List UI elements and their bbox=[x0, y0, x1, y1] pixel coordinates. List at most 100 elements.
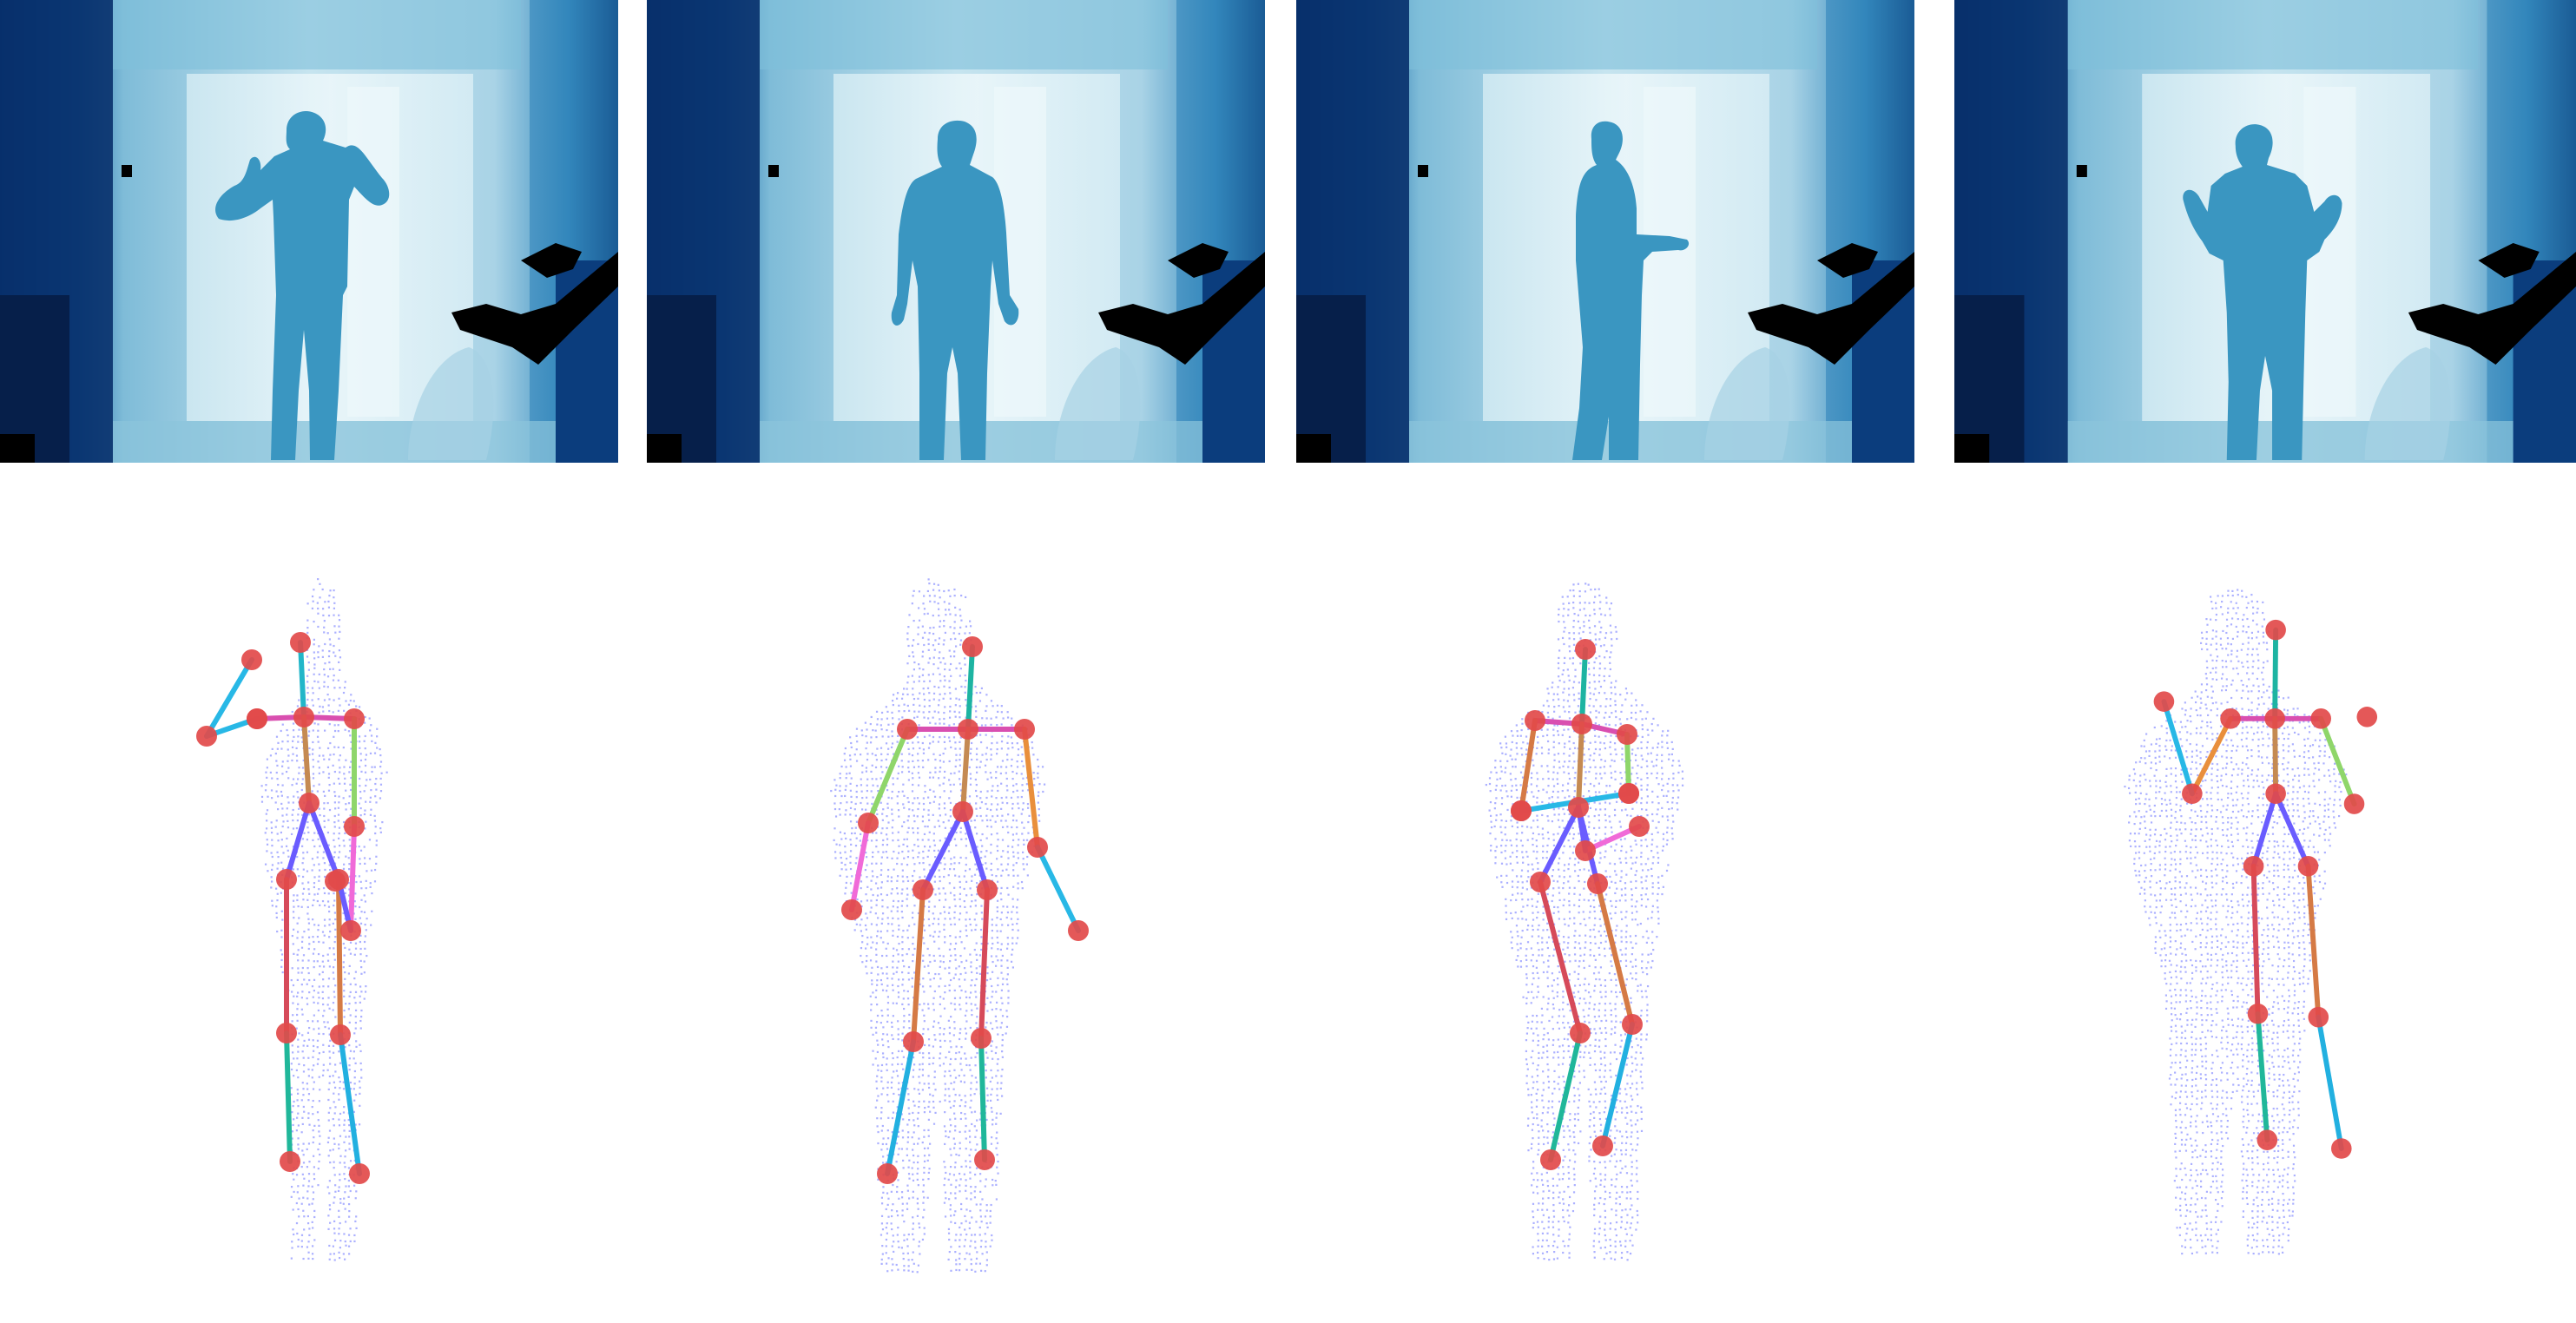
skeleton-joint bbox=[1629, 816, 1650, 837]
skeleton-joint bbox=[1068, 920, 1089, 941]
point-cloud-skeleton bbox=[1485, 583, 1684, 1261]
skeleton-bones bbox=[2161, 627, 2357, 1151]
skeleton-joints bbox=[841, 636, 1089, 1184]
depth-frame-4 bbox=[1954, 0, 2576, 463]
skeleton-bone bbox=[960, 727, 971, 814]
skeleton-bone bbox=[1579, 647, 1588, 727]
skeleton-joint bbox=[2243, 855, 2264, 877]
skeleton-bone bbox=[1022, 727, 1040, 850]
skeleton-joint bbox=[1618, 783, 1639, 804]
skeleton-joint bbox=[1571, 714, 1592, 734]
skeleton-joint bbox=[2256, 1129, 2278, 1150]
skeleton-joint bbox=[299, 793, 320, 813]
skeleton-joint bbox=[1575, 840, 1596, 861]
depth-image bbox=[647, 0, 1265, 463]
depth-image bbox=[0, 0, 618, 463]
skeleton-bone bbox=[960, 809, 990, 892]
skeleton-joint bbox=[2343, 793, 2365, 814]
skeleton-joint bbox=[952, 801, 973, 822]
skeleton-joint bbox=[958, 719, 978, 740]
skeleton-bone bbox=[911, 887, 926, 1044]
skeleton-joint bbox=[349, 1163, 370, 1184]
skeleton-bone bbox=[978, 1036, 987, 1162]
skeleton-joint bbox=[1027, 837, 1048, 858]
skeleton-bone bbox=[849, 820, 871, 912]
skeleton-bone bbox=[1576, 721, 1584, 810]
skeleton-bones bbox=[204, 640, 362, 1176]
skeleton-bone bbox=[2161, 699, 2195, 797]
skeleton-joint bbox=[330, 1024, 351, 1045]
skeleton-joint bbox=[2356, 707, 2378, 727]
depth-frame-2 bbox=[647, 0, 1265, 463]
skeleton-joint bbox=[1530, 872, 1551, 892]
skeleton-joint bbox=[247, 708, 267, 729]
skeleton-joint bbox=[2153, 691, 2175, 712]
skeleton-bone bbox=[1519, 718, 1538, 813]
skeleton-bone bbox=[2318, 715, 2357, 807]
skeleton-joint bbox=[897, 719, 918, 740]
skeleton-joint bbox=[1014, 719, 1035, 740]
skeleton-bone bbox=[1548, 1030, 1583, 1162]
skeleton-bone bbox=[2272, 627, 2279, 721]
skeleton-joints bbox=[196, 632, 370, 1184]
skeleton-joint bbox=[1575, 639, 1596, 660]
skeleton-joint bbox=[2331, 1138, 2352, 1159]
skeleton-joint bbox=[241, 649, 262, 670]
skeleton-bone bbox=[284, 800, 312, 882]
skeleton-joint bbox=[2308, 1006, 2329, 1028]
skeleton-joint bbox=[344, 816, 365, 837]
skeleton-joint bbox=[2297, 855, 2319, 877]
point-cloud bbox=[260, 578, 388, 1261]
skeleton-joint bbox=[974, 1149, 995, 1170]
skeleton-joint bbox=[344, 708, 365, 729]
skeleton-joint bbox=[962, 636, 983, 657]
skeleton-bone bbox=[338, 1032, 362, 1176]
skeleton-joint bbox=[2310, 708, 2332, 729]
skeleton-bone bbox=[2272, 715, 2279, 797]
skeleton-bones bbox=[849, 644, 1081, 1176]
skeleton-bone bbox=[284, 1030, 293, 1164]
skeleton-joint bbox=[2182, 783, 2203, 805]
skeleton-joint bbox=[293, 707, 314, 727]
skeleton-joint bbox=[340, 920, 361, 941]
point-cloud-skeleton bbox=[196, 578, 388, 1261]
skeleton-joint bbox=[977, 879, 998, 900]
skeleton-joint bbox=[903, 1031, 924, 1052]
skeleton-joint bbox=[912, 879, 933, 900]
skeleton-joint bbox=[1568, 797, 1589, 818]
skeleton-joint bbox=[280, 1151, 300, 1172]
skeleton-joint bbox=[325, 871, 346, 892]
skeleton-joint bbox=[290, 632, 311, 653]
skeleton-bone bbox=[920, 809, 965, 892]
skeleton-bone bbox=[1538, 879, 1583, 1036]
skeleton-joint bbox=[1570, 1023, 1591, 1043]
skeleton-joint bbox=[196, 726, 217, 747]
skeleton-bone bbox=[866, 727, 910, 826]
skeleton-bone bbox=[1595, 881, 1635, 1027]
skeleton-bone bbox=[885, 1039, 916, 1176]
skeleton-joint bbox=[1592, 1135, 1613, 1156]
skeleton-bone bbox=[2305, 863, 2322, 1020]
skeleton-bone bbox=[978, 887, 990, 1041]
skeleton-joint bbox=[1511, 800, 1532, 821]
skeleton-joint bbox=[2265, 783, 2286, 805]
skeleton-panel-3 bbox=[1294, 486, 1940, 1323]
skeleton-joint bbox=[276, 869, 297, 890]
skeleton-bone bbox=[348, 824, 357, 933]
depth-frame-1 bbox=[0, 0, 618, 463]
skeleton-joint bbox=[2265, 619, 2286, 641]
skeleton-panel-1 bbox=[0, 486, 647, 1323]
skeleton-joint bbox=[1540, 1149, 1561, 1170]
skeleton-bone bbox=[965, 644, 975, 732]
skeleton-bone bbox=[2255, 1010, 2270, 1143]
point-cloud bbox=[830, 578, 1046, 1274]
point-cloud-skeleton bbox=[830, 578, 1089, 1274]
skeleton-joint bbox=[858, 813, 879, 833]
skeleton-joint bbox=[2247, 1003, 2269, 1024]
skeleton-joint bbox=[877, 1163, 898, 1184]
skeleton-bone bbox=[1600, 1022, 1635, 1149]
skeleton-bone bbox=[298, 640, 306, 720]
skeleton-panel-4 bbox=[1940, 486, 2576, 1323]
point-cloud-skeleton bbox=[2124, 589, 2378, 1255]
skeleton-bone bbox=[301, 714, 312, 806]
